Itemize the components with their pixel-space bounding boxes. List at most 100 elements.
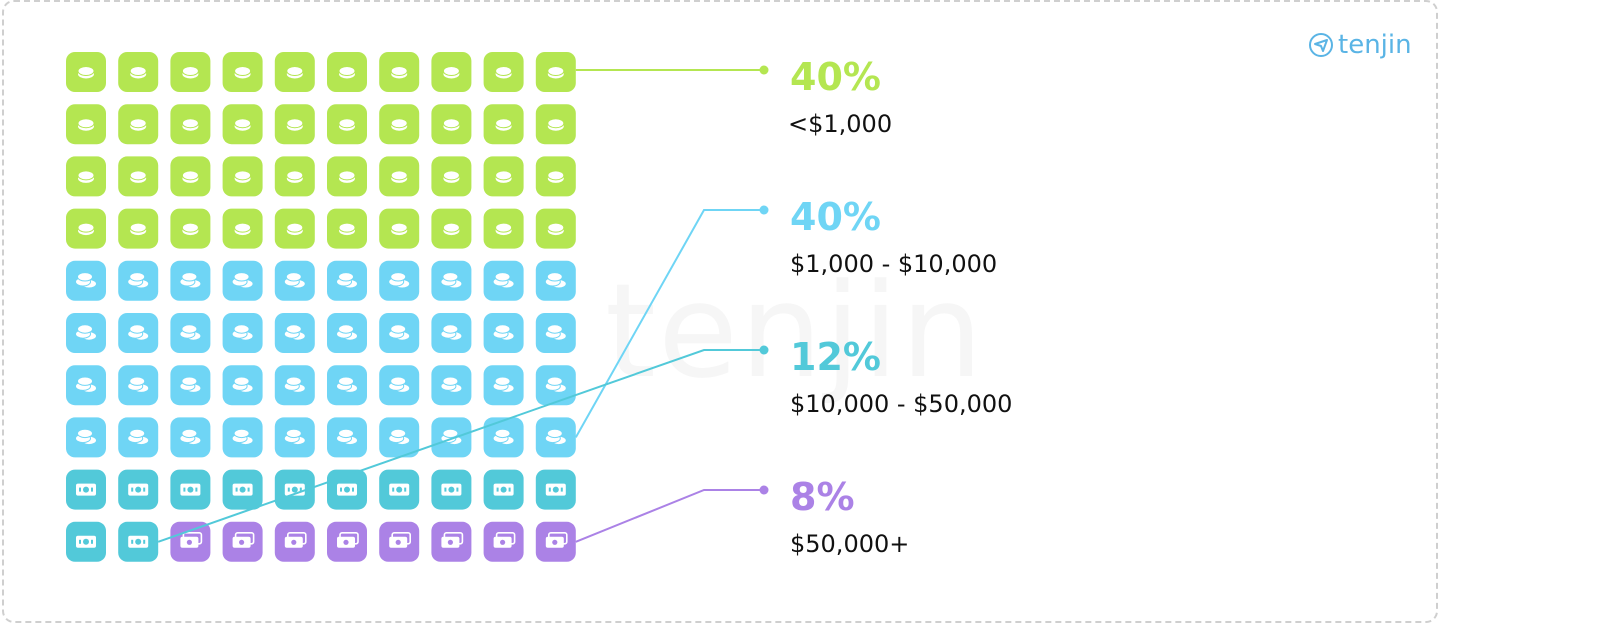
waffle-cell — [483, 52, 524, 92]
waffle-cell — [327, 156, 367, 197]
waffle-cell — [535, 417, 576, 458]
waffle-cell — [431, 156, 472, 197]
leader-lines — [157, 65, 769, 543]
waffle-cell — [274, 365, 315, 406]
waffle-cell — [431, 260, 472, 301]
waffle-cell — [118, 365, 159, 406]
waffle-cell — [483, 208, 524, 249]
waffle-cell — [66, 521, 106, 562]
tenjin-bird-icon — [1309, 33, 1333, 57]
waffle-cell — [431, 469, 472, 510]
chart-frame — [2, 0, 1438, 623]
leader-line — [575, 65, 769, 75]
brand-logo: tenjin — [1308, 30, 1412, 60]
waffle-cell — [535, 365, 576, 406]
series-range-3: $50,000+ — [790, 530, 910, 558]
waffle-cell — [327, 52, 367, 92]
waffle-cell — [327, 417, 367, 458]
waffle-cell — [118, 52, 159, 92]
waffle-cell — [535, 104, 576, 145]
waffle-cell — [118, 156, 159, 197]
waffle-cell — [222, 469, 263, 510]
waffle-cell — [379, 313, 420, 353]
waffle-cell — [66, 365, 106, 406]
series-percent-1: 40% — [790, 195, 881, 239]
waffle-cell — [66, 417, 106, 458]
waffle-cells — [66, 52, 576, 562]
waffle-cell — [535, 469, 576, 510]
waffle-cell — [274, 156, 315, 197]
waffle-cell — [274, 417, 315, 458]
series-range-1: $1,000 - $10,000 — [790, 250, 998, 278]
waffle-cell — [118, 104, 159, 145]
waffle-cell — [379, 156, 420, 197]
waffle-cell — [483, 104, 524, 145]
waffle-cell — [327, 260, 367, 301]
waffle-cell — [535, 52, 576, 92]
waffle-cell — [535, 313, 576, 353]
waffle-cell — [379, 104, 420, 145]
waffle-cell — [274, 208, 315, 249]
waffle-cell — [170, 260, 211, 301]
waffle-cell — [327, 208, 367, 249]
waffle-cell — [483, 469, 524, 510]
waffle-cell — [222, 313, 263, 353]
waffle-cell — [379, 260, 420, 301]
leader-line — [574, 205, 769, 438]
waffle-cell — [483, 156, 524, 197]
waffle-cell — [327, 365, 367, 406]
waffle-cell — [170, 469, 211, 510]
waffle-cell — [66, 104, 106, 145]
waffle-cell — [431, 365, 472, 406]
waffle-cell — [222, 521, 263, 562]
series-range-2: $10,000 - $50,000 — [790, 390, 1013, 418]
series-percent-2: 12% — [790, 335, 881, 379]
waffle-cell — [170, 365, 211, 406]
waffle-cell — [483, 260, 524, 301]
waffle-cell — [535, 521, 576, 562]
waffle-cell — [535, 208, 576, 249]
waffle-cell — [222, 52, 263, 92]
leader-line — [575, 485, 769, 543]
waffle-cell — [483, 313, 524, 353]
series-percent-0: 40% — [790, 55, 881, 99]
waffle-cell — [118, 417, 159, 458]
waffle-cell — [431, 208, 472, 249]
waffle-cell — [483, 417, 524, 458]
waffle-cell — [118, 208, 159, 249]
waffle-cell — [274, 104, 315, 145]
waffle-cell — [222, 156, 263, 197]
waffle-cell — [431, 52, 472, 92]
waffle-cell — [222, 365, 263, 406]
waffle-cell — [327, 521, 367, 562]
logo-text: tenjin — [1338, 30, 1412, 60]
waffle-cell — [431, 104, 472, 145]
waffle-cell — [483, 521, 524, 562]
waffle-cell — [222, 417, 263, 458]
waffle-cell — [274, 313, 315, 353]
waffle-cell — [170, 313, 211, 353]
waffle-cell — [379, 52, 420, 92]
leader-line — [157, 345, 769, 543]
waffle-cell — [379, 208, 420, 249]
waffle-cell — [118, 521, 159, 562]
waffle-cell — [170, 208, 211, 249]
waffle-cell — [66, 52, 106, 92]
waffle-cell — [535, 156, 576, 197]
waffle-cell — [431, 313, 472, 353]
waffle-cell — [274, 469, 315, 510]
watermark: tenjin — [605, 255, 985, 407]
waffle-cell — [274, 521, 315, 562]
waffle-cell — [170, 104, 211, 145]
waffle-cell — [483, 365, 524, 406]
waffle-cell — [170, 417, 211, 458]
waffle-cell — [66, 260, 106, 301]
waffle-cell — [66, 208, 106, 249]
waffle-cell — [327, 313, 367, 353]
waffle-cell — [274, 260, 315, 301]
series-percent-3: 8% — [790, 475, 855, 519]
waffle-cell — [170, 521, 211, 562]
waffle-cell — [118, 313, 159, 353]
waffle-cell — [66, 313, 106, 353]
